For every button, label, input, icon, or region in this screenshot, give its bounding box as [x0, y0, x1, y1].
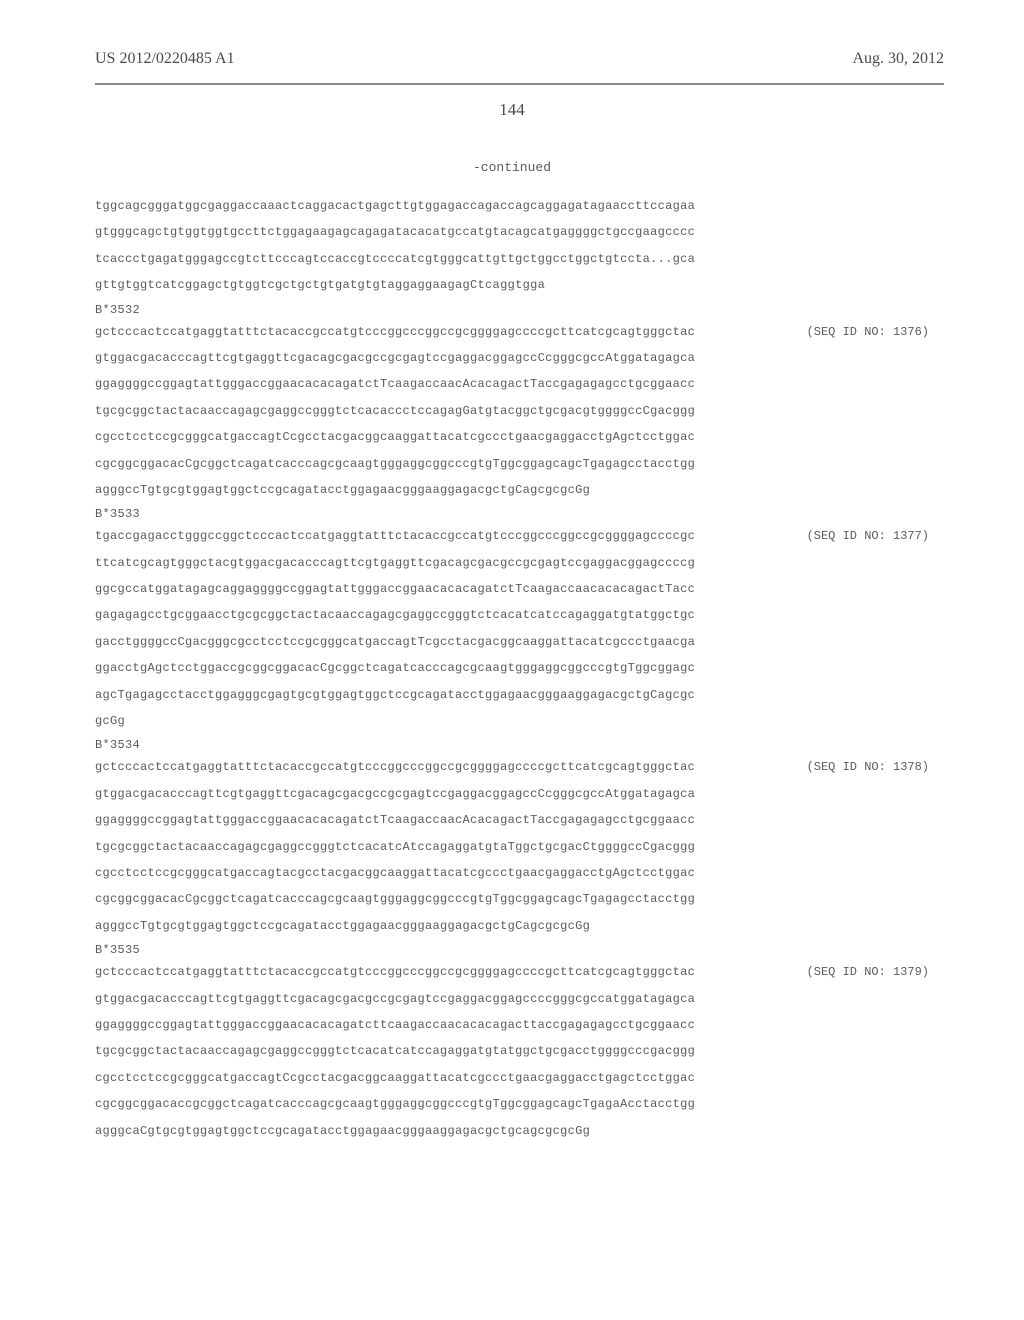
seq-id-label: (SEQ ID NO: 1378) — [807, 754, 929, 780]
sequence-line: gtgggcagctgtggtggtgccttctggagaagagcagaga… — [95, 219, 929, 245]
sequence-line: agggccTgtgcgtggagtggctccgcagatacctggagaa… — [95, 477, 929, 503]
sequence-line: gacctggggccCgacgggcgcctcctccgcgggcatgacc… — [95, 629, 929, 655]
sequence-line: gtggacgacacccagttcgtgaggttcgacagcgacgccg… — [95, 986, 929, 1012]
sequence-line: tgcgcggctactacaaccagagcgaggccgggtctcacat… — [95, 1038, 929, 1064]
page-header: US 2012/0220485 A1 Aug. 30, 2012 — [0, 0, 1024, 78]
sequence-line: agggccTgtgcgtggagtggctccgcagatacctggagaa… — [95, 913, 929, 939]
sequence-line: tcaccctgagatgggagccgtcttcccagtccaccgtccc… — [95, 246, 929, 272]
document-number: US 2012/0220485 A1 — [95, 50, 235, 68]
seq-id-label: (SEQ ID NO: 1377) — [807, 523, 929, 549]
sequence-line: cgcggcggacacCgcggctcagatcacccagcgcaagtgg… — [95, 886, 929, 912]
seq-id-label: (SEQ ID NO: 1379) — [807, 959, 929, 985]
sequence-content: tggcagcgggatggcgaggaccaaactcaggacactgagc… — [0, 193, 1024, 1144]
sequence-line: tgaccgagacctgggccggctcccactccatgaggtattt… — [95, 523, 695, 549]
sequence-line: tgcgcggctactacaaccagagcgaggccgggtctcacat… — [95, 834, 929, 860]
sequence-line: cgcctcctccgcgggcatgaccagtacgcctacgacggca… — [95, 860, 929, 886]
allele-label: B*3533 — [95, 505, 929, 523]
allele-label: B*3534 — [95, 736, 929, 754]
sequence-line: cgcggcggacacCgcggctcagatcacccagcgcaagtgg… — [95, 451, 929, 477]
sequence-line: cgcctcctccgcgggcatgaccagtCcgcctacgacggca… — [95, 1065, 929, 1091]
sequence-line: gagagagcctgcggaacctgcgcggctactacaaccagag… — [95, 602, 929, 628]
sequence-line: ggaggggccggagtattgggaccggaacacacagatctTc… — [95, 807, 929, 833]
continued-label: -continued — [0, 160, 1024, 175]
sequence-line: ggaggggccggagtattgggaccggaacacacagatcttc… — [95, 1012, 929, 1038]
sequence-line: gctcccactccatgaggtatttctacaccgccatgtcccg… — [95, 319, 695, 345]
sequence-line: ttcatcgcagtgggctacgtggacgacacccagttcgtga… — [95, 550, 929, 576]
sequence-line: cgcggcggacaccgcggctcagatcacccagcgcaagtgg… — [95, 1091, 929, 1117]
sequence-line: tgcgcggctactacaaccagagcgaggccgggtctcacac… — [95, 398, 929, 424]
sequence-line: ggcgccatggatagagcaggaggggccggagtattgggac… — [95, 576, 929, 602]
sequence-line: cgcctcctccgcgggcatgaccagtCcgcctacgacggca… — [95, 424, 929, 450]
sequence-line: gtggacgacacccagttcgtgaggttcgacagcgacgccg… — [95, 781, 929, 807]
allele-label: B*3532 — [95, 301, 929, 319]
sequence-line: gcGg — [95, 708, 929, 734]
sequence-line: gctcccactccatgaggtatttctacaccgccatgtcccg… — [95, 959, 695, 985]
sequence-line: ggaggggccggagtattgggaccggaacacacagatctTc… — [95, 371, 929, 397]
sequence-line: ggacctgAgctcctggaccgcggcggacacCgcggctcag… — [95, 655, 929, 681]
publication-date: Aug. 30, 2012 — [852, 50, 944, 68]
seq-id-label: (SEQ ID NO: 1376) — [807, 319, 929, 345]
sequence-line: agggcaCgtgcgtggagtggctccgcagatacctggagaa… — [95, 1118, 929, 1144]
sequence-line: gctcccactccatgaggtatttctacaccgccatgtcccg… — [95, 754, 695, 780]
allele-label: B*3535 — [95, 941, 929, 959]
sequence-line: gtggacgacacccagttcgtgaggttcgacagcgacgccg… — [95, 345, 929, 371]
sequence-line: gttgtggtcatcggagctgtggtcgctgctgtgatgtgta… — [95, 272, 929, 298]
header-divider — [95, 83, 944, 85]
page-number: 144 — [0, 100, 1024, 120]
sequence-line: tggcagcgggatggcgaggaccaaactcaggacactgagc… — [95, 193, 929, 219]
sequence-line: agcTgagagcctacctggagggcgagtgcgtggagtggct… — [95, 682, 929, 708]
